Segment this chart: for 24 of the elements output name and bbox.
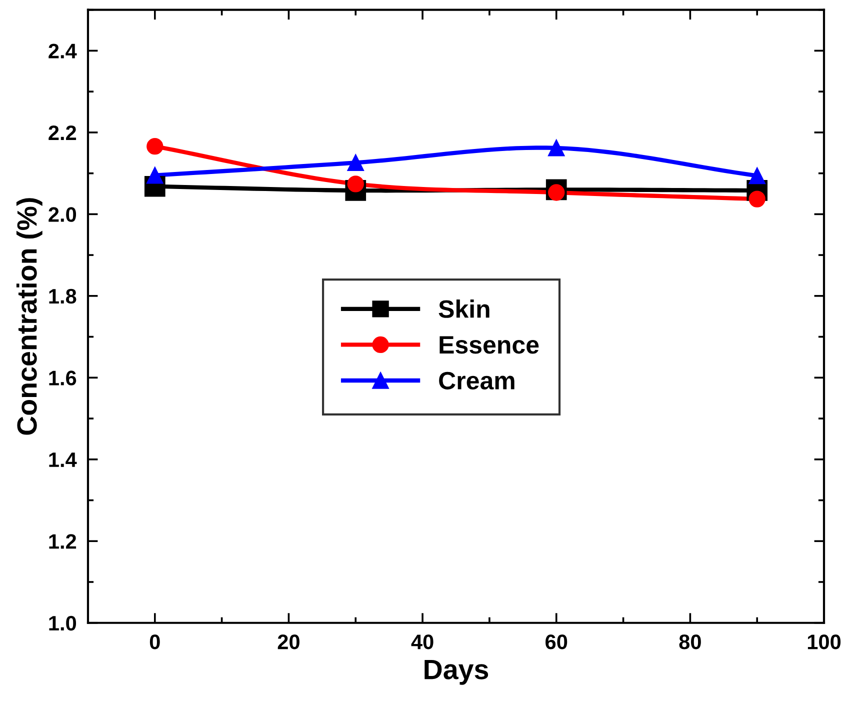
- point: [146, 167, 164, 184]
- x-axis-title: Days: [424, 660, 488, 685]
- legend-label: Essence: [440, 336, 539, 354]
- y-tick-label: 1.4: [49, 452, 77, 467]
- y-tick-label: 1.2: [49, 534, 76, 549]
- x-tick-label: 60: [546, 634, 568, 650]
- point: [748, 167, 766, 184]
- x-tick-label: 100: [808, 634, 841, 650]
- y-tick-label: 1.0: [49, 616, 76, 631]
- y-tick-label: 1.8: [49, 288, 76, 304]
- y-axis-title: Concentration (%): [16, 198, 42, 435]
- point: [146, 138, 164, 155]
- y-tick-label: 2.2: [48, 125, 76, 140]
- point: [347, 154, 364, 172]
- x-tick-label: 80: [679, 634, 701, 650]
- y-tick-label: 1.6: [49, 370, 76, 386]
- y-tick-label: 2.4: [48, 44, 77, 58]
- point: [548, 140, 565, 156]
- y-tick-label: 2.0: [48, 207, 76, 222]
- x-tick-label: 20: [278, 634, 300, 650]
- legend-label: Cream: [439, 372, 514, 390]
- x-tick-label: 40: [411, 634, 434, 650]
- x-tick-label: 0: [150, 634, 160, 650]
- legend-label: Skin: [438, 300, 490, 318]
